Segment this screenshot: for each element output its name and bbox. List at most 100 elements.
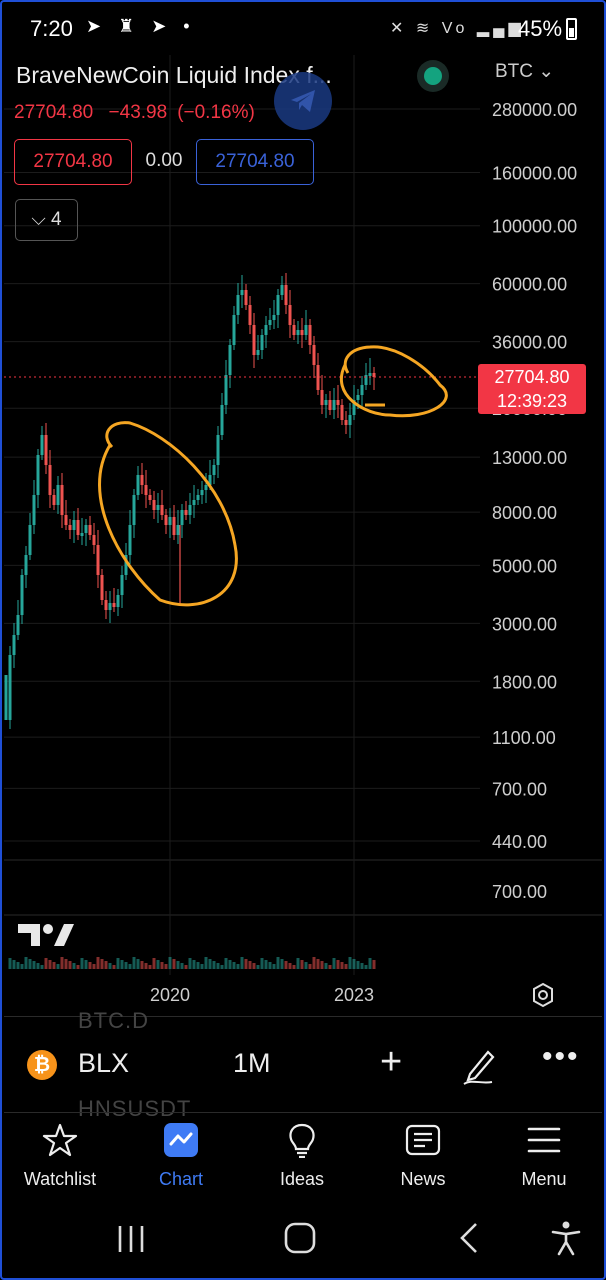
back-icon[interactable] bbox=[458, 1222, 480, 1254]
volume-bar bbox=[176, 961, 180, 969]
candle-body bbox=[56, 485, 60, 505]
candle-body bbox=[64, 515, 68, 525]
hamburger-menu-icon bbox=[527, 1127, 561, 1153]
volume-bar bbox=[192, 960, 196, 969]
volume-bar bbox=[328, 965, 332, 969]
candle-body bbox=[252, 325, 256, 355]
volume-bar bbox=[24, 957, 28, 969]
volume-bar bbox=[68, 961, 72, 969]
candle-body bbox=[96, 545, 100, 575]
tab-ideas[interactable]: Ideas bbox=[252, 1112, 352, 1208]
indicators-toggle[interactable]: ⌵ 4 bbox=[15, 199, 78, 241]
news-icon bbox=[405, 1124, 441, 1156]
volume-bar bbox=[320, 961, 324, 969]
tab-menu[interactable]: Menu bbox=[494, 1112, 594, 1208]
volume-bar bbox=[100, 959, 104, 969]
candle-body bbox=[36, 455, 40, 495]
more-options-icon[interactable]: ••• bbox=[542, 1040, 580, 1073]
price-tick-label: 13000.00 bbox=[492, 448, 567, 468]
volume-bar bbox=[260, 958, 264, 969]
candle-body bbox=[52, 495, 56, 505]
drawing-tools-icon[interactable] bbox=[462, 1046, 498, 1086]
currency-selector[interactable]: BTC ⌄ bbox=[495, 60, 554, 83]
price-tick-label: 280000.00 bbox=[492, 100, 577, 120]
chevron-down-icon: ⌄ bbox=[538, 61, 555, 82]
volume-bar bbox=[188, 958, 192, 969]
candle-body bbox=[160, 505, 164, 515]
candle-body bbox=[32, 495, 36, 525]
tab-label: News bbox=[400, 1169, 446, 1189]
volume-bar bbox=[84, 960, 88, 969]
volume-bar bbox=[140, 961, 144, 969]
price-change: −43.98 bbox=[108, 102, 168, 123]
volume-bar bbox=[64, 959, 68, 969]
volume-bar bbox=[36, 963, 40, 969]
tab-news[interactable]: News bbox=[373, 1112, 473, 1208]
interval-selector[interactable]: 1M bbox=[233, 1048, 271, 1078]
telegram-share-button[interactable] bbox=[274, 72, 332, 130]
volume-bar bbox=[316, 959, 320, 969]
volume-bar bbox=[184, 965, 188, 969]
candle-body bbox=[320, 390, 324, 405]
candle-body bbox=[108, 603, 112, 610]
candle-body bbox=[168, 517, 172, 525]
candle-body bbox=[12, 635, 16, 655]
symbol-selector[interactable]: BLX bbox=[78, 1048, 130, 1078]
price-tick-label: 100000.00 bbox=[492, 217, 577, 237]
volume-bar bbox=[132, 957, 136, 969]
tab-watchlist[interactable]: Watchlist bbox=[10, 1112, 110, 1208]
volume-bar bbox=[324, 963, 328, 969]
volume-bar bbox=[368, 958, 372, 969]
candle-body bbox=[228, 345, 232, 375]
volume-bar bbox=[212, 961, 216, 969]
candle-body bbox=[164, 515, 168, 525]
volume-bar bbox=[148, 965, 152, 969]
sell-button[interactable]: 27704.80 bbox=[14, 139, 132, 185]
price-chart[interactable]: 280000.00 160000.00 100000.00 60000.00 36000… bbox=[0, 55, 606, 1015]
candle-body bbox=[284, 285, 288, 305]
candle-body bbox=[212, 465, 216, 475]
candle-body bbox=[196, 495, 200, 500]
chart-settings-icon[interactable] bbox=[530, 982, 556, 1008]
candle-body bbox=[356, 395, 360, 400]
candle-body bbox=[292, 325, 296, 335]
add-icon[interactable]: + bbox=[380, 1041, 403, 1083]
volume-bar bbox=[348, 957, 352, 969]
volume-bar bbox=[300, 960, 304, 969]
recent-apps-icon[interactable] bbox=[117, 1224, 145, 1254]
candle-body bbox=[180, 510, 184, 525]
buy-button[interactable]: 27704.80 bbox=[196, 139, 314, 185]
volume-bar bbox=[48, 960, 52, 969]
candle-body bbox=[300, 330, 304, 335]
candle-body bbox=[80, 533, 84, 536]
volume-bar bbox=[288, 963, 292, 969]
currency-label: BTC bbox=[495, 61, 533, 82]
candle-body bbox=[280, 285, 284, 295]
home-icon[interactable] bbox=[284, 1222, 316, 1254]
time-axis: 2020 2023 bbox=[150, 985, 374, 1005]
volume-bar bbox=[72, 963, 76, 969]
accessibility-icon[interactable] bbox=[550, 1220, 582, 1256]
candle-body bbox=[44, 435, 48, 465]
candle-body bbox=[348, 415, 352, 425]
volume-bar bbox=[284, 961, 288, 969]
candle-body bbox=[84, 525, 88, 533]
volume-bar bbox=[160, 962, 164, 969]
volume-bar bbox=[200, 964, 204, 969]
volume-bar bbox=[264, 960, 268, 969]
candle-body bbox=[124, 555, 128, 575]
volume-bar bbox=[124, 962, 128, 969]
tab-chart[interactable]: Chart bbox=[131, 1112, 231, 1208]
candle-body bbox=[72, 520, 76, 530]
volume-bar bbox=[372, 960, 376, 969]
candle-body bbox=[148, 495, 152, 500]
volume-bar bbox=[44, 958, 48, 969]
candle-body bbox=[304, 325, 308, 335]
volume-bar bbox=[88, 962, 92, 969]
candle-body bbox=[172, 517, 176, 535]
candle-body bbox=[24, 555, 28, 575]
volume-bar bbox=[336, 960, 340, 969]
volume-bar bbox=[256, 965, 260, 969]
volume-bar bbox=[356, 961, 360, 969]
battery-icon bbox=[566, 18, 577, 40]
